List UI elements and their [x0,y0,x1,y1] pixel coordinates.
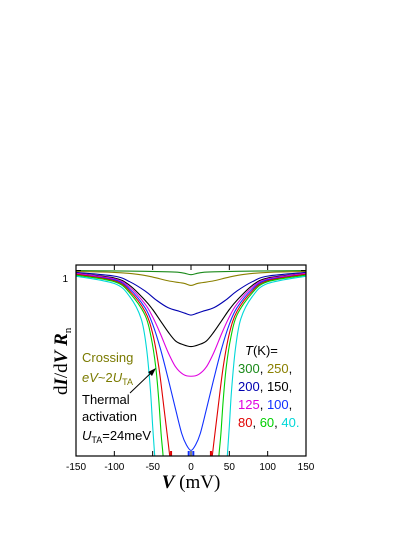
y-axis-title: dI/dV Rn [51,327,74,395]
legend-entry-3-2: 60 [260,415,274,430]
x-tick-label-0: -150 [66,462,86,473]
x-tick-label-2: -50 [145,462,160,473]
legend-row-2: 125, 100, [238,397,292,412]
y-tick-label: 1 [62,274,68,285]
series-line-40K-11 [226,275,306,456]
legend-entry-0-2: 250 [267,361,289,376]
baseline-marker-0 [170,451,173,456]
x-tick-label-3: 0 [188,462,194,473]
series-line-125K-4 [76,272,306,377]
baseline-marker-3 [209,451,212,456]
series-layer [76,270,306,456]
legend-entry-0-0: 300 [238,361,260,376]
series-line-100K-5 [76,273,306,451]
crossing-formula: eV~2UTA [82,370,133,387]
series-line-60K-8 [76,274,164,456]
legend-entry-3-4: 40. [281,415,299,430]
series-line-80K-6 [76,273,171,456]
activation-label: activation [82,409,137,424]
thermal-label: Thermal [82,392,130,407]
legend-entry-2-3: , [289,397,293,412]
legend-entry-3-1: , [252,415,259,430]
x-tick-label-5: 100 [259,462,276,473]
crossing-label: Crossing [82,350,133,365]
x-axis-title: V (mV) [162,472,221,493]
temperature-legend: T(K)= 300, 250,200, 150,125, 100,80, 60,… [238,343,299,430]
series-line-80K-7 [211,273,306,456]
series-line-60K-9 [218,274,306,456]
legend-entry-3-3: , [274,415,281,430]
uta-value: UTA=24meV [82,428,151,445]
series-line-300K-0 [76,270,306,276]
series-line-200K-2 [76,271,306,316]
legend-entry-0-3: , [289,361,293,376]
baseline-marker-2 [192,451,195,456]
legend-title: T(K)= [245,343,278,358]
legend-entry-2-2: 100 [267,397,289,412]
x-tick-label-6: 150 [298,462,315,473]
crossing-arrow [129,368,156,394]
tick-layer [75,265,307,456]
legend-entry-1-0: 200 [238,379,260,394]
legend-entry-0-1: , [260,361,267,376]
legend-entry-2-0: 125 [238,397,260,412]
baseline-marker-1 [187,451,190,456]
legend-entry-3-0: 80 [238,415,252,430]
series-line-40K-10 [76,275,156,456]
legend-row-0: 300, 250, [238,361,292,376]
legend-entry-1-3: , [289,379,293,394]
x-tick-label-1: -100 [104,462,124,473]
legend-row-3: 80, 60, 40. [238,415,299,430]
legend-row-1: 200, 150, [238,379,292,394]
x-tick-label-4: 50 [224,462,236,473]
series-line-250K-1 [76,270,306,286]
series-line-150K-3 [76,272,306,348]
legend-entry-2-1: , [260,397,267,412]
legend-entry-1-1: , [260,379,267,394]
legend-entry-1-2: 150 [267,379,289,394]
